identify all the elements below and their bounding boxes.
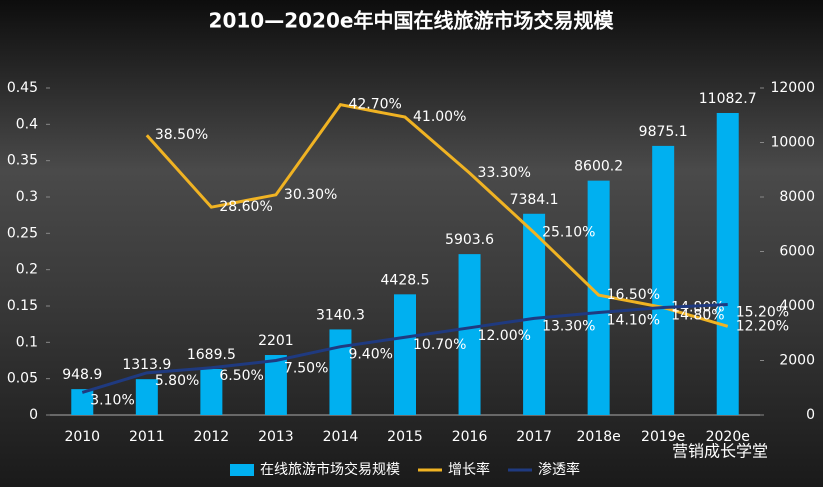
- x-tick-label: 2015: [387, 429, 423, 445]
- line-label: 12.20%: [736, 318, 789, 334]
- y-tick-label: 0.45: [7, 80, 38, 96]
- line-label: 28.60%: [219, 199, 272, 215]
- line-label: 3.10%: [90, 392, 134, 408]
- line-label: 16.50%: [607, 287, 660, 303]
- bar: [587, 180, 610, 415]
- legend-swatch: [230, 464, 254, 476]
- y-tick-label: 0.05: [7, 371, 38, 387]
- bar-label: 1313.9: [122, 357, 171, 373]
- bar-label: 9875.1: [639, 124, 688, 140]
- x-tick-label: 2018e: [577, 429, 621, 445]
- y2-tick-label: 2000: [779, 353, 815, 369]
- y-tick-label: 0.3: [16, 189, 38, 205]
- y2-tick-label: 10000: [770, 135, 815, 151]
- line-label: 33.30%: [478, 165, 531, 181]
- bar: [652, 145, 675, 416]
- bar: [200, 368, 223, 415]
- line-label: 30.30%: [284, 187, 337, 203]
- bar-label: 1689.5: [187, 347, 236, 363]
- y-tick-label: 0.1: [16, 334, 38, 350]
- watermark: 营销成长学堂: [672, 442, 768, 461]
- bar-label: 3140.3: [316, 307, 365, 323]
- bar: [264, 355, 287, 415]
- bar-label: 948.9: [62, 367, 102, 383]
- bar-label: 5903.6: [445, 232, 494, 248]
- legend-label: 增长率: [448, 461, 490, 478]
- line-label: 14.10%: [607, 313, 660, 329]
- line-label: 38.50%: [155, 127, 208, 143]
- bar: [71, 389, 94, 415]
- line-label: 10.70%: [413, 337, 466, 353]
- line-label: 25.10%: [542, 225, 595, 241]
- line-label: 13.30%: [542, 318, 595, 334]
- bar-label: 4428.5: [381, 272, 430, 288]
- line-label: 15.20%: [736, 305, 789, 321]
- line-label: 14.80%: [671, 307, 724, 323]
- line-label: 42.70%: [348, 97, 401, 113]
- line-label: 12.00%: [478, 328, 531, 344]
- bar-label: 8600.2: [574, 159, 623, 175]
- bar: [329, 329, 352, 415]
- y2-tick-label: 0: [806, 407, 815, 423]
- y-tick-label: 0: [29, 407, 38, 423]
- legend-label: 在线旅游市场交易规模: [260, 461, 400, 478]
- bar: [716, 112, 739, 415]
- y-tick-label: 0.35: [7, 153, 38, 169]
- y-tick-label: 0.25: [7, 225, 38, 241]
- bar: [523, 213, 546, 415]
- y2-tick-label: 12000: [770, 80, 815, 96]
- bar-label: 2201: [258, 333, 294, 349]
- line-label: 14.80%: [671, 299, 724, 315]
- y2-tick-label: 4000: [779, 298, 815, 314]
- x-tick-label: 2012: [194, 429, 230, 445]
- chart-title: 2010—2020e年中国在线旅游市场交易规模: [209, 9, 615, 33]
- line-label: 41.00%: [413, 109, 466, 125]
- y-tick-label: 0.4: [16, 116, 38, 132]
- line: [81, 303, 728, 394]
- y2-tick-label: 6000: [779, 244, 815, 260]
- bar: [394, 294, 416, 415]
- y-tick-label: 0.2: [16, 262, 38, 278]
- y2-tick-label: 8000: [779, 189, 815, 205]
- x-tick-label: 2011: [129, 429, 165, 445]
- x-tick-label: 2010: [64, 429, 100, 445]
- x-tick-label: 2020e: [706, 429, 750, 445]
- bar-label: 11082.7: [699, 91, 757, 107]
- line-label: 6.50%: [219, 368, 263, 384]
- line: [145, 103, 729, 328]
- line-label: 9.40%: [348, 347, 392, 363]
- x-tick-label: 2016: [452, 429, 488, 445]
- line-label: 7.50%: [284, 361, 328, 377]
- legend-label: 渗透率: [538, 461, 580, 478]
- bar: [458, 254, 481, 415]
- bar: [135, 379, 158, 415]
- x-tick-label: 2013: [258, 429, 294, 445]
- x-tick-label: 2014: [323, 429, 359, 445]
- x-tick-label: 2017: [516, 429, 552, 445]
- bar-label: 7384.1: [510, 192, 559, 208]
- y-tick-label: 0.15: [7, 298, 38, 314]
- line-label: 5.80%: [155, 373, 199, 389]
- x-tick-label: 2019e: [641, 429, 685, 445]
